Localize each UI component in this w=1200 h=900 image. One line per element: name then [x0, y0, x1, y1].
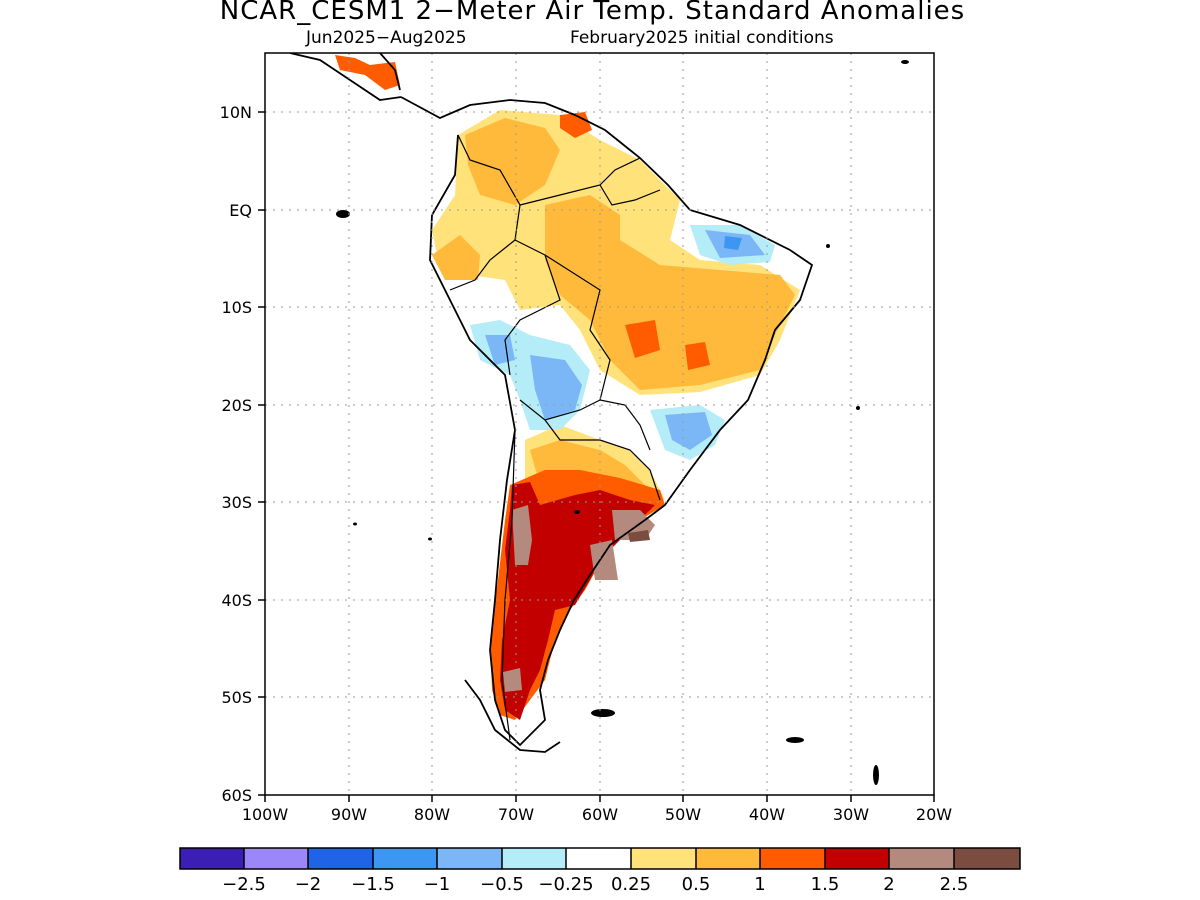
anomaly-region-orange-brazil [545, 195, 795, 390]
colorbar-swatch [825, 848, 889, 869]
anomaly-region-dark-brown-uruguay [628, 530, 650, 542]
colorbar-label: −2.5 [222, 874, 266, 895]
anomaly-fill-layer [289, 53, 909, 785]
anomaly-region-brown-andes [512, 505, 532, 565]
colorbar: −2.5 −2 −1.5 −1 −0.5 −0.25 0.25 0.5 1 1.… [179, 847, 1021, 895]
lon-label: 90W [331, 805, 367, 824]
colorbar-swatch [954, 848, 1020, 869]
latitude-labels: 10N EQ 10S 20S 30S 40S 50S 60S [220, 103, 252, 805]
anomaly-region-orange-andes [432, 235, 480, 280]
colorbar-swatch [308, 848, 373, 869]
lon-label: 30W [833, 805, 869, 824]
anomaly-region-blue-southeast [665, 412, 712, 450]
lat-label: 10N [220, 103, 252, 122]
axis-ticks [258, 111, 935, 802]
colorbar-swatch [631, 848, 696, 869]
anomaly-region-mid-blue-northeast [724, 236, 742, 250]
initial-conditions-label: February2025 initial conditions [570, 28, 834, 48]
lat-label: 20S [221, 396, 252, 415]
lat-label: EQ [229, 201, 252, 220]
colorbar-label: −1.5 [351, 874, 395, 895]
colorbar-swatch [437, 848, 502, 869]
lon-label: 80W [414, 805, 450, 824]
anomaly-region-dark-orange-central-america [335, 55, 400, 90]
lat-label: 50S [221, 688, 252, 707]
lon-label: 20W [916, 805, 952, 824]
lon-label: 60W [582, 805, 618, 824]
colorbar-label: 2.5 [940, 874, 969, 895]
lon-label: 40W [749, 805, 785, 824]
anomaly-region-orange-north [465, 118, 560, 205]
map-title: NCAR_CESM1 2−Meter Air Temp. Standard An… [219, 0, 966, 26]
colorbar-label: 0.25 [611, 874, 651, 895]
colorbar-swatch [502, 848, 566, 869]
colorbar-label: 0.5 [682, 874, 711, 895]
lon-label: 70W [498, 805, 534, 824]
colorbar-label: −2 [295, 874, 322, 895]
lat-label: 30S [221, 493, 252, 512]
colorbar-swatch [566, 848, 631, 869]
colorbar-label: −0.25 [538, 874, 593, 895]
colorbar-swatch [180, 848, 244, 869]
islands [336, 60, 909, 785]
lat-label: 10S [221, 298, 252, 317]
colorbar-label: 1.5 [811, 874, 840, 895]
anomaly-region-dark-orange-brazil-1 [625, 320, 660, 358]
anomaly-region-blue-chaco [530, 355, 582, 420]
colorbar-label: −0.5 [480, 874, 524, 895]
anomaly-region-brown-buenos-aires [590, 540, 618, 580]
anomaly-region-brown-patagonia [503, 668, 522, 692]
lon-label: 100W [242, 805, 289, 824]
colorbar-swatch [760, 848, 825, 869]
lat-label: 60S [221, 786, 252, 805]
colorbar-swatch [696, 848, 760, 869]
colorbar-label: 2 [883, 874, 894, 895]
country-borders [449, 134, 661, 741]
colorbar-swatch [244, 848, 308, 869]
forecast-period: Jun2025−Aug2025 [306, 28, 467, 48]
longitude-labels: 100W 90W 80W 70W 60W 50W 40W 30W 20W [242, 805, 952, 824]
colorbar-swatch [889, 848, 954, 869]
lat-label: 40S [221, 591, 252, 610]
lon-label: 50W [665, 805, 701, 824]
colorbar-label: 1 [754, 874, 765, 895]
anomaly-region-dark-orange-brazil-2 [685, 342, 710, 370]
colorbar-label: −1 [424, 874, 451, 895]
colorbar-swatch [373, 848, 437, 869]
